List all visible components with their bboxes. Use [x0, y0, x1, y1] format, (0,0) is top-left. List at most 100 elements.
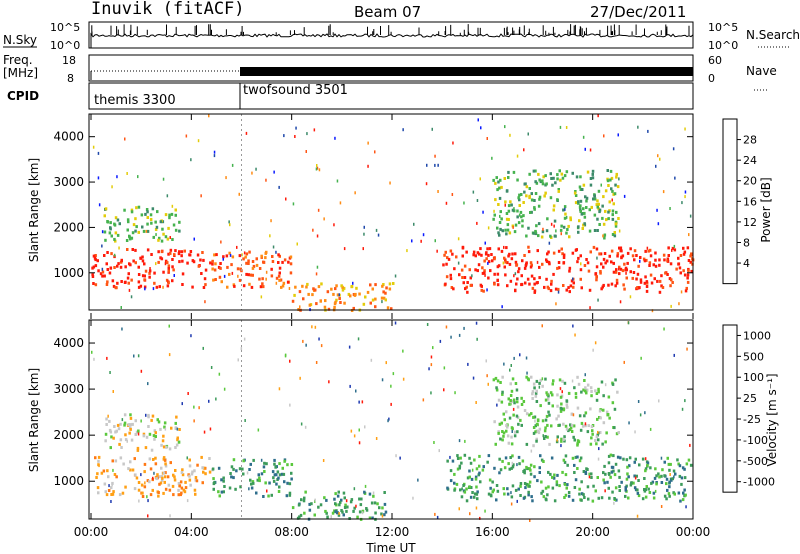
- data-cell: [283, 134, 285, 138]
- data-cell: [598, 447, 600, 451]
- data-cell: [537, 234, 540, 238]
- data-cell: [611, 213, 614, 217]
- data-cell: [388, 417, 390, 421]
- data-cell: [308, 303, 312, 307]
- data-cell: [501, 438, 504, 442]
- data-cell: [334, 300, 337, 304]
- data-cell: [146, 495, 148, 499]
- data-cell: [270, 219, 272, 223]
- data-cell: [492, 217, 495, 221]
- data-cell: [381, 506, 384, 510]
- cpid-panel-frame: [88, 82, 694, 110]
- data-cell: [508, 262, 512, 266]
- data-cell: [503, 245, 505, 249]
- data-cell: [528, 413, 531, 417]
- data-cell: [402, 377, 405, 381]
- data-cell: [343, 247, 346, 251]
- data-cell: [588, 229, 592, 233]
- data-cell: [239, 267, 242, 271]
- data-cell: [509, 279, 513, 283]
- data-cell: [609, 169, 613, 173]
- data-cell: [533, 277, 536, 281]
- data-cell: [223, 274, 226, 278]
- data-cell: [137, 273, 141, 276]
- data-cell: [110, 493, 113, 496]
- data-cell: [505, 246, 508, 250]
- data-cell: [140, 213, 144, 217]
- data-cell: [278, 473, 282, 477]
- data-cell: [562, 208, 565, 212]
- data-cell: [565, 486, 568, 490]
- data-cell: [684, 399, 686, 403]
- data-cell: [155, 262, 157, 266]
- data-cell: [338, 512, 340, 515]
- data-cell: [449, 277, 453, 281]
- data-cell: [168, 324, 170, 328]
- data-cell: [122, 462, 125, 466]
- data-cell: [485, 359, 487, 363]
- data-cell: [120, 306, 122, 309]
- data-cell: [328, 380, 330, 384]
- data-cell: [162, 270, 165, 274]
- data-cell: [229, 223, 231, 227]
- data-cell: [346, 505, 349, 509]
- data-cell: [586, 430, 590, 434]
- data-cell: [463, 326, 465, 330]
- data-cell: [584, 424, 587, 428]
- data-cell: [245, 272, 248, 276]
- data-cell: [583, 379, 586, 382]
- data-cell: [139, 284, 143, 288]
- data-cell: [453, 481, 456, 485]
- data-cell: [572, 424, 576, 428]
- nsearch-label: N.Search: [746, 28, 800, 42]
- data-cell: [604, 440, 607, 444]
- data-cell: [606, 179, 610, 183]
- data-cell: [551, 486, 555, 490]
- data-cell: [611, 401, 615, 405]
- data-cell: [550, 279, 553, 283]
- data-cell: [687, 269, 690, 273]
- data-cell: [160, 239, 164, 243]
- data-cell: [549, 172, 552, 176]
- data-cell: [521, 224, 524, 228]
- data-cell: [218, 275, 222, 279]
- data-cell: [411, 239, 413, 243]
- data-cell: [183, 490, 187, 494]
- data-cell: [511, 377, 515, 381]
- data-cell: [134, 229, 137, 233]
- data-cell: [564, 207, 566, 211]
- data-cell: [91, 273, 94, 277]
- data-cell: [610, 465, 614, 469]
- data-cell: [531, 397, 534, 400]
- data-cell: [113, 425, 116, 428]
- data-cell: [667, 254, 670, 257]
- data-cell: [512, 170, 516, 174]
- data-cell: [157, 420, 161, 424]
- data-cell: [128, 234, 131, 238]
- data-cell: [496, 272, 500, 276]
- data-cell: [608, 496, 611, 500]
- data-cell: [111, 459, 114, 463]
- data-cell: [591, 499, 595, 503]
- data-cell: [572, 324, 574, 328]
- data-cell: [595, 392, 599, 395]
- data-cell: [534, 230, 537, 234]
- nsearch-tick-top: 10^5: [708, 21, 738, 34]
- data-cell: [303, 496, 306, 500]
- data-cell: [669, 262, 673, 266]
- data-cell: [657, 472, 660, 476]
- data-cell: [532, 426, 536, 429]
- data-cell: [639, 280, 643, 284]
- data-cell: [383, 491, 386, 494]
- data-cell: [335, 284, 338, 288]
- data-cell: [283, 459, 286, 463]
- data-cell: [514, 288, 517, 292]
- data-cell: [681, 407, 684, 411]
- data-cell: [251, 266, 255, 270]
- data-cell: [576, 260, 579, 264]
- data-cell: [98, 464, 100, 468]
- data-cell: [513, 356, 515, 360]
- colorbar-tick-label: 25: [743, 392, 757, 405]
- data-cell: [590, 472, 593, 476]
- nsky-trace: [90, 32, 694, 48]
